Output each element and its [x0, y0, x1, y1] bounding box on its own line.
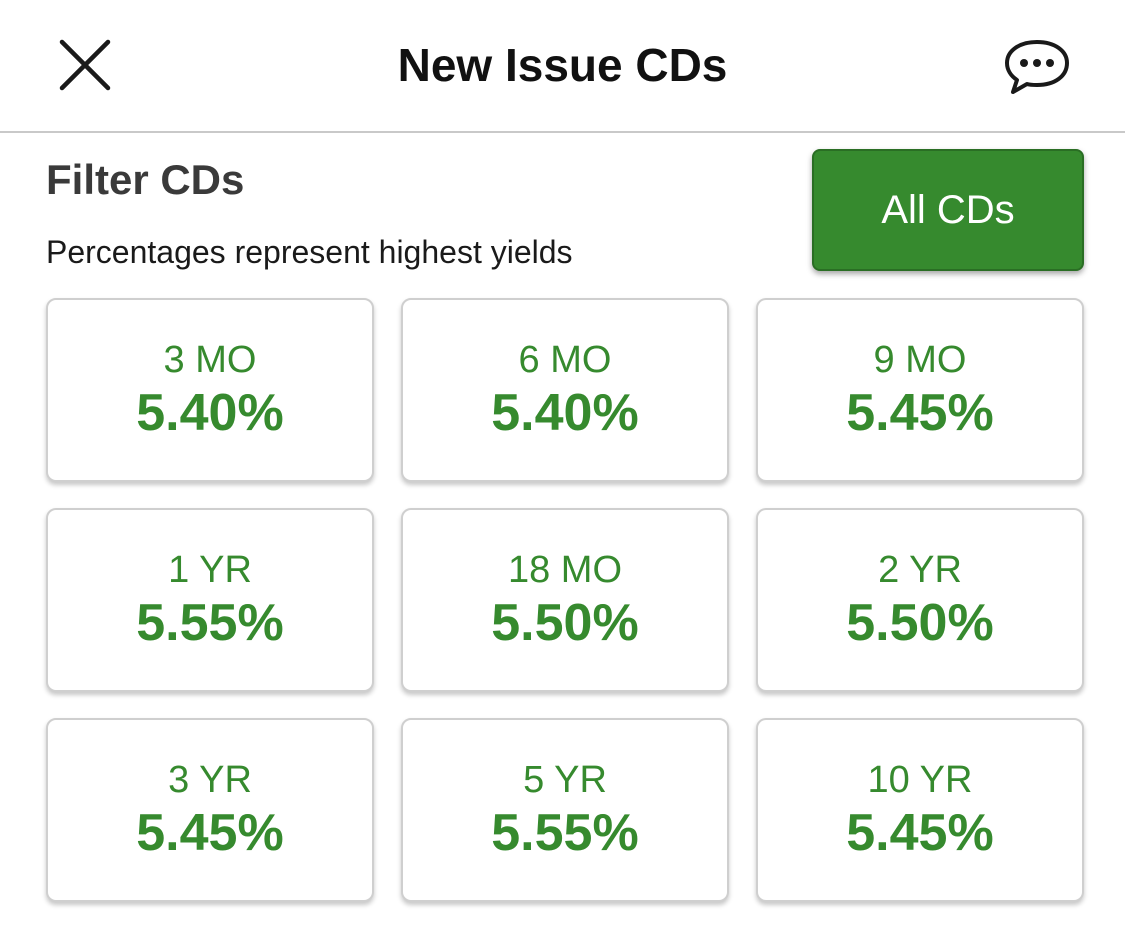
cd-tile-3yr[interactable]: 3 YR 5.45%	[46, 718, 374, 902]
tile-term: 5 YR	[523, 759, 607, 801]
page-title: New Issue CDs	[397, 39, 728, 91]
cd-tile-5yr[interactable]: 5 YR 5.55%	[401, 718, 729, 902]
top-bar: New Issue CDs	[0, 0, 1125, 133]
cd-tile-18mo[interactable]: 18 MO 5.50%	[401, 508, 729, 692]
close-icon	[59, 39, 111, 91]
cd-tile-3mo[interactable]: 3 MO 5.40%	[46, 298, 374, 482]
tile-rate: 5.45%	[136, 804, 284, 862]
tile-rate: 5.55%	[136, 594, 284, 652]
tile-rate: 5.55%	[491, 804, 639, 862]
tile-term: 10 YR	[867, 759, 973, 801]
filter-title: Filter CDs	[46, 156, 245, 203]
close-button[interactable]	[52, 32, 118, 98]
cd-tile-1yr[interactable]: 1 YR 5.55%	[46, 508, 374, 692]
tile-rate: 5.45%	[846, 804, 994, 862]
cd-term-grid: 3 MO 5.40% 6 MO 5.40% 9 MO 5.45% 1 YR 5.…	[46, 298, 1084, 902]
chat-bubble-icon	[1005, 40, 1069, 94]
tile-term: 9 MO	[873, 339, 967, 381]
tile-term: 6 MO	[518, 339, 612, 381]
tile-rate: 5.40%	[491, 384, 639, 442]
cd-tile-10yr[interactable]: 10 YR 5.45%	[756, 718, 1084, 902]
all-cds-button[interactable]: All CDs	[812, 149, 1084, 271]
cd-tile-2yr[interactable]: 2 YR 5.50%	[756, 508, 1084, 692]
tile-term: 3 YR	[168, 759, 252, 801]
tile-rate: 5.50%	[846, 594, 994, 652]
tile-term: 18 MO	[507, 549, 623, 591]
tile-rate: 5.45%	[846, 384, 994, 442]
chat-button[interactable]	[1002, 38, 1072, 96]
tile-rate: 5.50%	[491, 594, 639, 652]
tile-rate: 5.40%	[136, 384, 284, 442]
cd-tile-9mo[interactable]: 9 MO 5.45%	[756, 298, 1084, 482]
tile-term: 1 YR	[168, 549, 252, 591]
cd-tile-6mo[interactable]: 6 MO 5.40%	[401, 298, 729, 482]
tile-term: 2 YR	[878, 549, 962, 591]
filter-subtitle: Percentages represent highest yields	[46, 234, 573, 270]
tile-term: 3 MO	[163, 339, 257, 381]
